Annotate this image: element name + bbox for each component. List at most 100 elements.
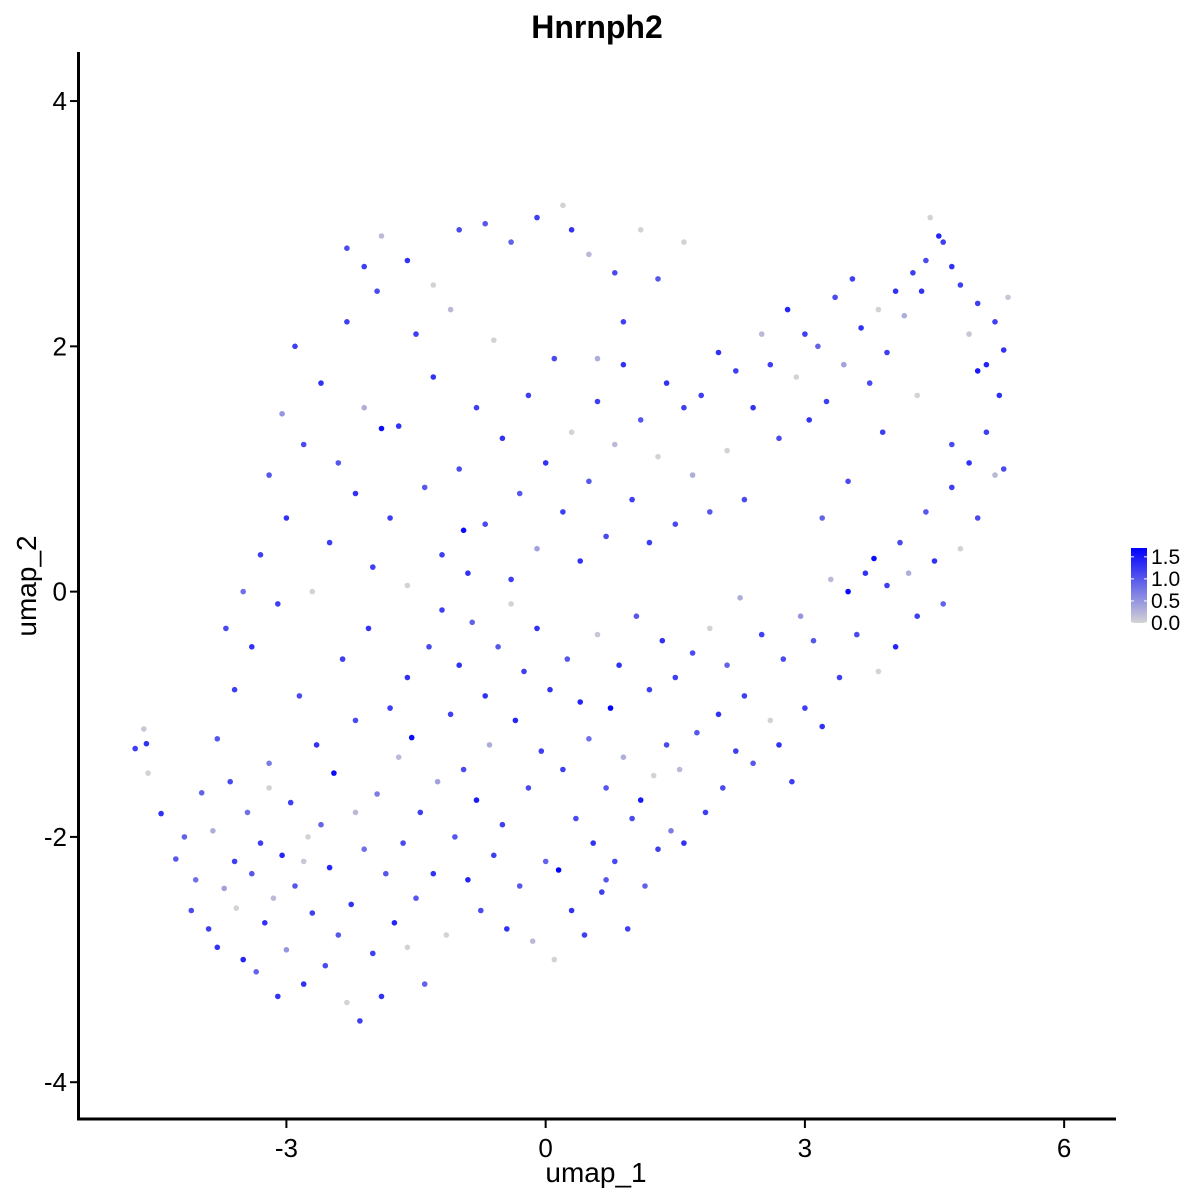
y-tick-label: -2 — [44, 822, 67, 852]
cell-point — [974, 368, 981, 374]
cell-point — [819, 723, 825, 730]
cell-point — [815, 343, 821, 350]
cell-point — [646, 539, 653, 546]
cell-point — [875, 668, 882, 675]
cell-point — [542, 858, 549, 865]
cell-point — [655, 453, 661, 460]
cell-point — [940, 601, 946, 607]
cell-point — [784, 306, 791, 313]
cell-point — [279, 852, 285, 859]
cell-point — [387, 515, 393, 521]
cell-point — [283, 515, 290, 521]
cell-point — [758, 331, 765, 337]
cell-point — [776, 435, 782, 442]
cell-point — [832, 294, 838, 301]
cell-point — [421, 981, 428, 987]
cell-point — [992, 319, 998, 325]
cell-point — [974, 515, 981, 521]
cell-point — [586, 736, 592, 742]
cell-point — [223, 625, 229, 632]
cell-point — [348, 901, 355, 908]
cell-point — [923, 257, 929, 264]
cell-point — [395, 754, 402, 760]
cell-point — [655, 846, 661, 852]
cell-point — [283, 947, 290, 953]
cell-point — [214, 944, 221, 951]
cell-point — [720, 785, 726, 791]
cell-point — [940, 239, 946, 245]
cell-point — [637, 227, 644, 233]
cell-point — [469, 619, 476, 626]
y-tick-label: 2 — [53, 331, 67, 361]
scatter-points — [132, 202, 1011, 1024]
cell-point — [663, 380, 670, 386]
cell-point — [326, 539, 333, 546]
cell-point — [689, 472, 696, 478]
cell-point — [892, 288, 899, 295]
cell-point — [158, 810, 164, 817]
cell-point — [901, 312, 908, 319]
cell-point — [927, 214, 933, 221]
cell-point — [430, 374, 437, 380]
cell-point — [404, 674, 411, 681]
cell-point — [491, 337, 497, 344]
cell-point — [724, 662, 730, 668]
legend-tick-label: 0.0 — [1151, 612, 1180, 635]
y-tick-label: -4 — [44, 1067, 67, 1097]
cell-point — [210, 828, 216, 834]
cell-point — [845, 588, 851, 595]
cell-point — [292, 343, 298, 350]
cell-point — [508, 601, 514, 607]
cell-point — [733, 748, 739, 754]
cell-point — [793, 374, 800, 380]
cell-point — [603, 785, 609, 791]
cell-point — [335, 460, 342, 466]
cell-point — [715, 711, 722, 718]
cell-point — [849, 276, 856, 282]
cell-point — [266, 472, 272, 478]
cell-point — [447, 711, 454, 718]
cell-point — [275, 601, 281, 607]
cell-point — [249, 870, 255, 877]
cell-point — [361, 846, 368, 852]
cell-point — [361, 404, 368, 411]
cell-point — [404, 257, 411, 264]
cell-point — [456, 466, 463, 472]
cell-point — [663, 742, 670, 748]
cell-point — [508, 239, 514, 245]
cell-point — [231, 858, 238, 865]
cell-point — [365, 625, 372, 632]
cell-point — [378, 993, 385, 1000]
cell-point — [331, 770, 337, 776]
cell-point — [936, 233, 942, 239]
x-axis-ticks: -3 0 3 6 — [275, 1119, 1071, 1163]
cell-point — [875, 306, 882, 313]
cell-point — [233, 905, 240, 911]
cell-point — [491, 852, 497, 859]
cell-point — [227, 778, 233, 785]
cell-point — [512, 717, 519, 724]
cell-point — [715, 349, 722, 356]
cell-point — [581, 932, 588, 938]
cell-point — [231, 686, 238, 693]
cell-point — [789, 778, 795, 785]
cell-point — [551, 956, 558, 963]
cell-point — [244, 809, 251, 816]
cell-point — [499, 821, 506, 828]
y-tick-label: 4 — [53, 86, 67, 116]
legend-tick-label: 0.5 — [1151, 590, 1180, 613]
cell-point — [949, 484, 955, 491]
cell-point — [482, 521, 489, 527]
cell-point — [318, 380, 324, 386]
x-tick-label: 3 — [798, 1133, 812, 1163]
cell-point — [1000, 466, 1007, 472]
cell-point — [914, 613, 920, 619]
cell-point — [923, 509, 929, 515]
cell-point — [871, 555, 877, 562]
cell-point — [992, 472, 998, 478]
cell-point — [465, 877, 471, 883]
cell-point — [404, 944, 411, 951]
cell-point — [910, 270, 916, 276]
cell-point — [603, 533, 609, 540]
